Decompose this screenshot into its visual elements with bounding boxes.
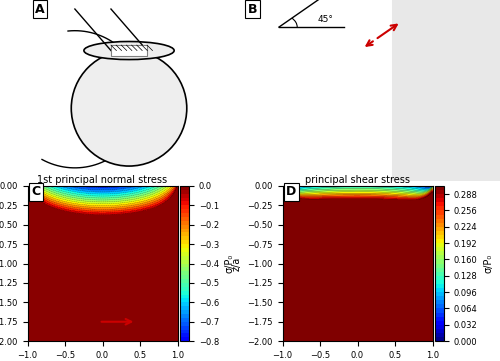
Polygon shape (392, 0, 500, 180)
Ellipse shape (84, 42, 174, 60)
Bar (111, 45, 147, 56)
Text: D: D (286, 185, 296, 198)
Text: C: C (31, 185, 40, 198)
Circle shape (72, 51, 187, 166)
Text: 45°: 45° (318, 15, 334, 24)
Title: 1st principal normal stress: 1st principal normal stress (38, 175, 168, 185)
Title: principal shear stress: principal shear stress (305, 175, 410, 185)
Y-axis label: σ/P₀: σ/P₀ (224, 254, 234, 273)
Text: B: B (248, 3, 258, 16)
Y-axis label: z/a: z/a (232, 256, 241, 271)
Y-axis label: σ/P₀: σ/P₀ (483, 254, 493, 273)
Text: A: A (35, 3, 45, 16)
